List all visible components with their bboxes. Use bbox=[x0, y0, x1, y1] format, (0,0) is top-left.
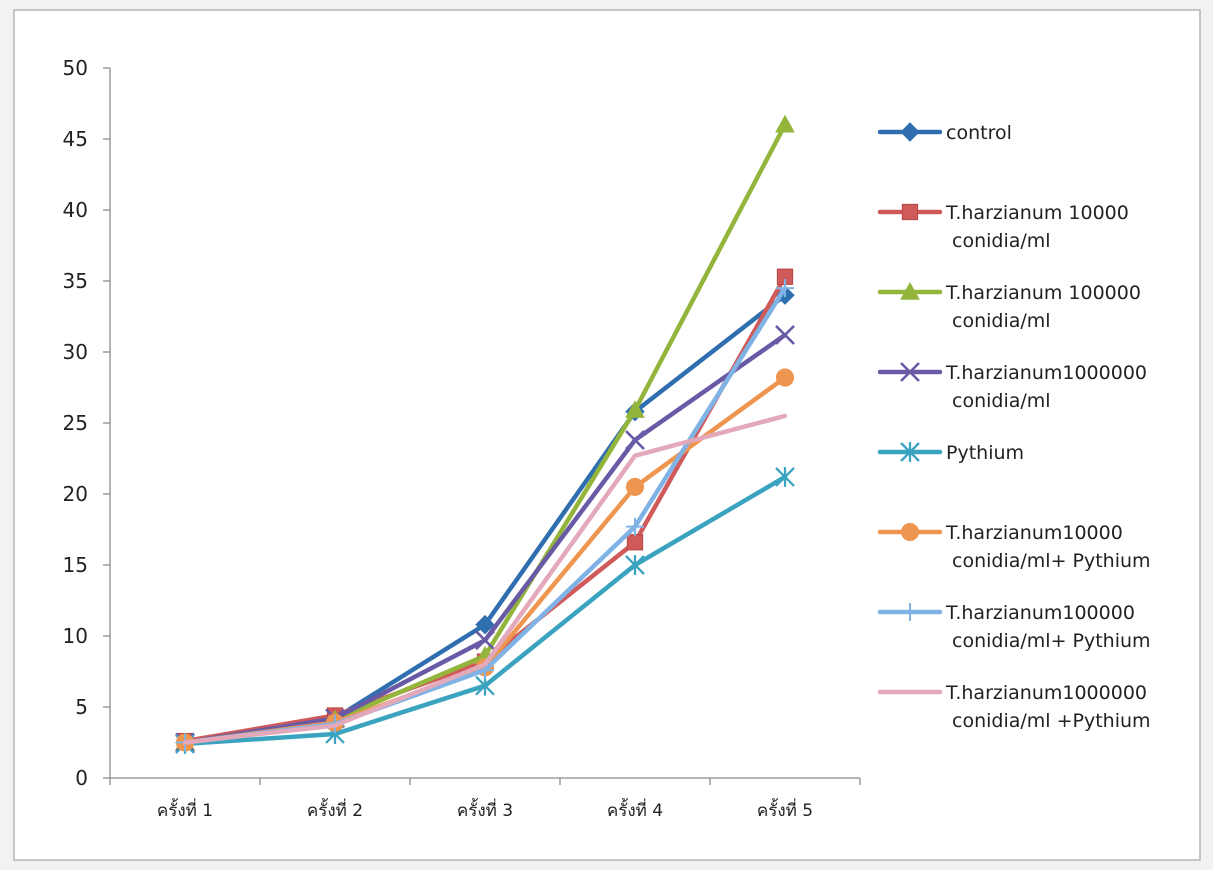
marker-circle bbox=[626, 478, 643, 495]
legend-label-line: T.harzianum10000 bbox=[945, 522, 1123, 544]
y-tick-label: 25 bbox=[63, 411, 88, 435]
y-tick-label: 10 bbox=[63, 624, 88, 648]
y-tick-label: 20 bbox=[63, 482, 88, 506]
x-tick-label: ครั้งที่ 2 bbox=[307, 798, 363, 821]
marker-circle bbox=[776, 369, 793, 386]
marker-circle bbox=[901, 523, 918, 540]
x-tick-label: ครั้งที่ 3 bbox=[457, 798, 513, 821]
legend-label-line: T.harzianum1000000 bbox=[945, 362, 1147, 384]
marker-square bbox=[627, 535, 642, 550]
legend-label: control bbox=[946, 122, 1012, 144]
y-tick-label: 35 bbox=[63, 269, 88, 293]
legend-label-line: conidia/ml+ Pythium bbox=[952, 630, 1151, 652]
y-tick-label: 0 bbox=[75, 766, 88, 790]
y-tick-label: 5 bbox=[75, 695, 88, 719]
x-tick-label: ครั้งที่ 4 bbox=[607, 798, 663, 821]
legend-label-line: conidia/ml +Pythium bbox=[952, 710, 1151, 732]
y-tick-label: 45 bbox=[63, 127, 88, 151]
y-tick-label: 30 bbox=[63, 340, 88, 364]
y-tick-label: 40 bbox=[63, 198, 88, 222]
x-tick-label: ครั้งที่ 5 bbox=[757, 798, 813, 821]
legend-label-line: T.harzianum1000000 bbox=[945, 682, 1147, 704]
legend-label-line: conidia/ml bbox=[952, 230, 1051, 252]
y-tick-label: 15 bbox=[63, 553, 88, 577]
legend-label-line: conidia/ml+ Pythium bbox=[952, 550, 1151, 572]
y-tick-label: 50 bbox=[63, 56, 88, 80]
legend-label-line: T.harzianum 10000 bbox=[945, 202, 1129, 224]
legend-label-line: conidia/ml bbox=[952, 310, 1051, 332]
legend-label-line: Pythium bbox=[946, 442, 1024, 464]
legend-label: Pythium bbox=[946, 442, 1024, 464]
legend-label-line: T.harzianum100000 bbox=[945, 602, 1135, 624]
marker-square bbox=[902, 204, 917, 219]
legend-label-line: T.harzianum 100000 bbox=[945, 282, 1141, 304]
legend-label-line: control bbox=[946, 122, 1012, 144]
x-tick-label: ครั้งที่ 1 bbox=[157, 798, 213, 821]
legend-label-line: conidia/ml bbox=[952, 390, 1051, 412]
chart-area bbox=[14, 10, 1200, 860]
